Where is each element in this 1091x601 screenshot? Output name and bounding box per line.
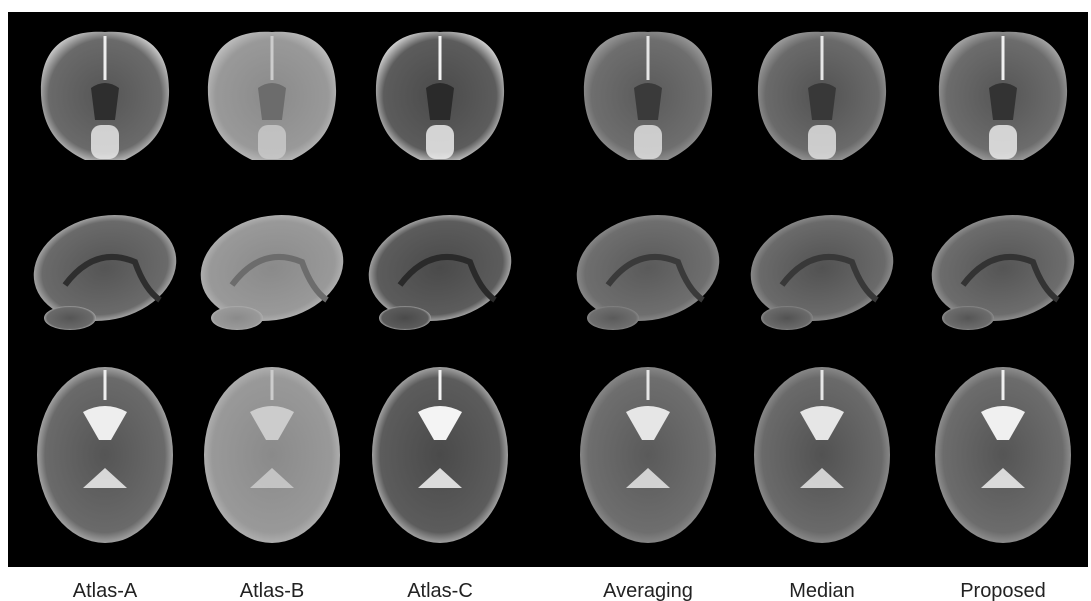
- figure-canvas: Atlas-A Atlas-B Atlas-C Averaging Median Prop…: [0, 0, 1091, 601]
- ventricles: [634, 83, 662, 120]
- cerebellum: [587, 306, 639, 330]
- column-label: Median: [789, 580, 855, 601]
- column-label: Atlas-A: [73, 580, 138, 601]
- column-label: Atlas-C: [407, 580, 473, 601]
- column-label: Averaging: [603, 580, 693, 601]
- ventricles: [91, 83, 119, 120]
- brainstem: [989, 125, 1017, 159]
- image-panel: [8, 12, 1088, 567]
- ventricles: [989, 83, 1017, 120]
- ventricles: [426, 83, 454, 120]
- cerebellum: [761, 306, 813, 330]
- cerebellum: [942, 306, 994, 330]
- brainstem: [634, 125, 662, 159]
- ventricles: [808, 83, 836, 120]
- brainstem: [258, 125, 286, 159]
- brainstem: [91, 125, 119, 159]
- brainstem: [426, 125, 454, 159]
- cerebellum: [44, 306, 96, 330]
- cerebellum: [379, 306, 431, 330]
- column-label: Atlas-B: [240, 580, 304, 601]
- cerebellum: [211, 306, 263, 330]
- brainstem: [808, 125, 836, 159]
- ventricles: [258, 83, 286, 120]
- column-label: Proposed: [960, 580, 1046, 601]
- figure: Atlas-A Atlas-B Atlas-C Averaging Median Prop…: [0, 0, 1091, 601]
